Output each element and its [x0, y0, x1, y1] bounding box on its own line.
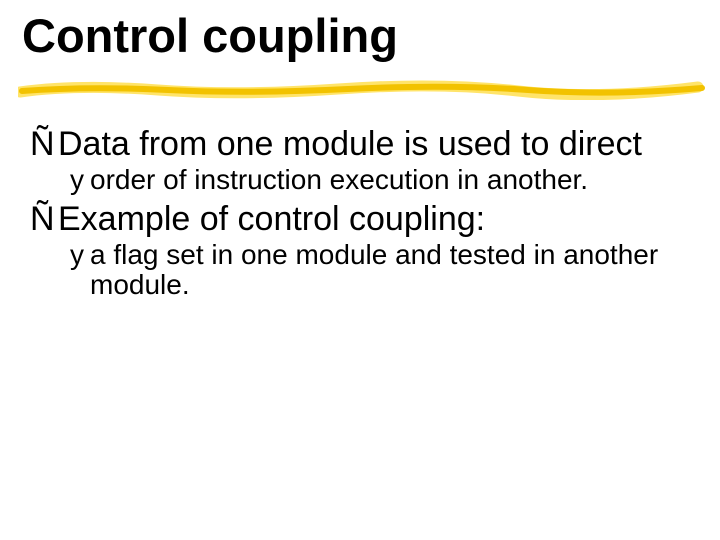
bullet-text: Example of control coupling: [58, 201, 690, 238]
slide-title: Control coupling [22, 12, 398, 59]
bullet-glyph-level1: Ñ [30, 126, 58, 163]
slide: Control coupling Ñ Data from one module … [0, 0, 720, 540]
bullet-level2: y a flag set in one module and tested in… [70, 240, 690, 300]
title-underline-icon [18, 78, 708, 100]
bullet-level1: Ñ Example of control coupling: [30, 201, 690, 238]
bullet-glyph-level2: y [70, 240, 90, 270]
slide-body: Ñ Data from one module is used to direct… [30, 120, 690, 300]
bullet-glyph-level1: Ñ [30, 201, 58, 238]
bullet-level2: y order of instruction execution in anot… [70, 165, 690, 195]
bullet-text: Data from one module is used to direct [58, 126, 690, 163]
bullet-glyph-level2: y [70, 165, 90, 195]
bullet-level1: Ñ Data from one module is used to direct [30, 126, 690, 163]
bullet-text: a flag set in one module and tested in a… [90, 240, 690, 300]
bullet-text: order of instruction execution in anothe… [90, 165, 690, 195]
